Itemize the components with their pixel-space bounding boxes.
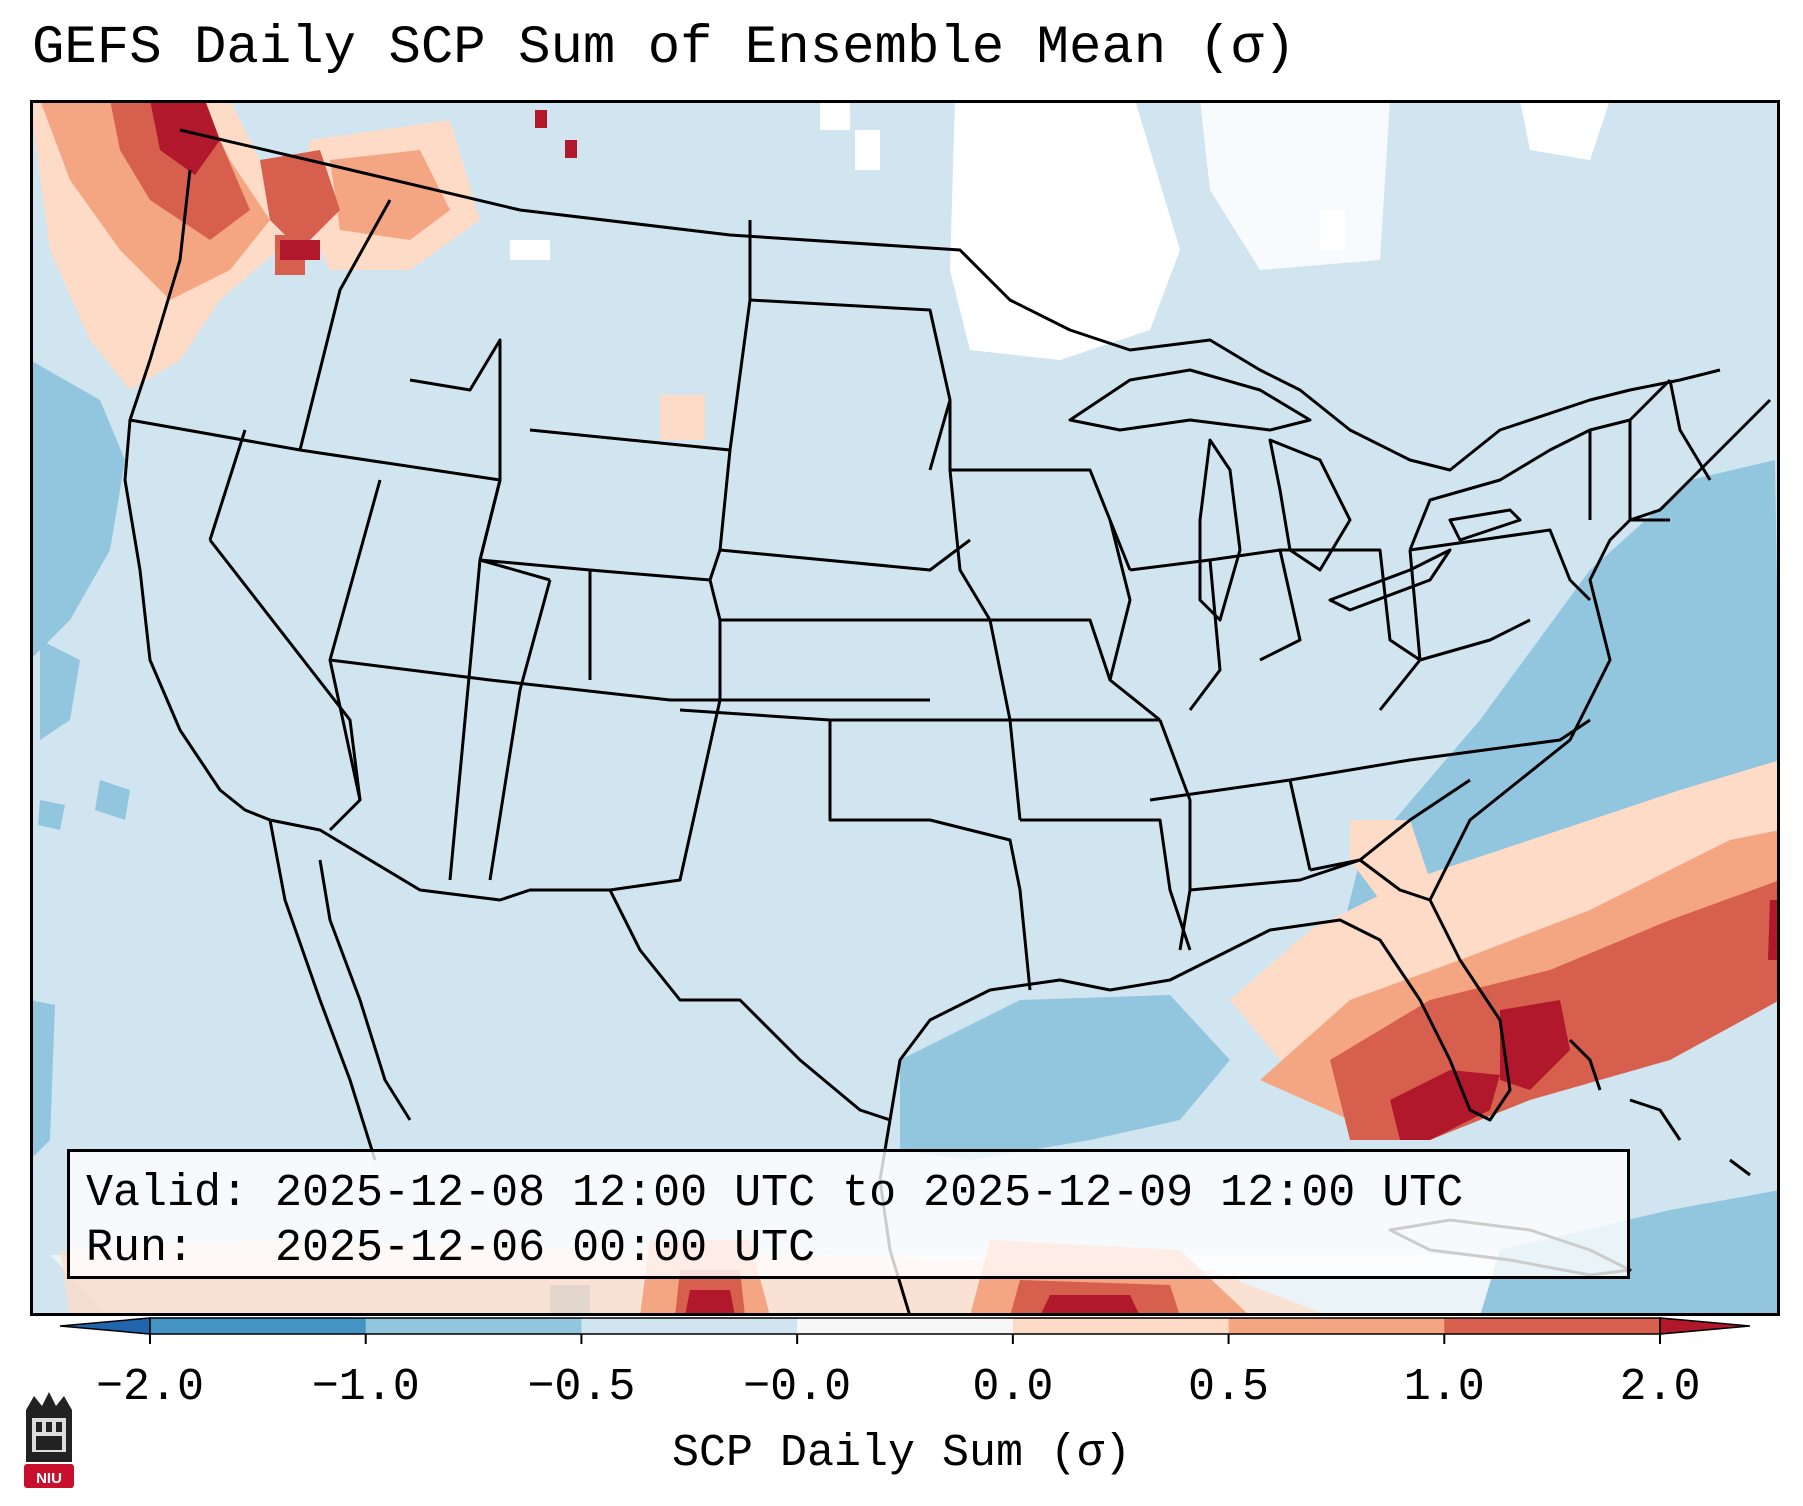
colorbar-bin <box>150 1318 367 1334</box>
lake-erie <box>1328 548 1452 612</box>
colorbar-bin <box>1012 1318 1230 1334</box>
colorbar-outline <box>149 1317 1661 1335</box>
colorbar-under-arrow <box>60 1317 151 1335</box>
run-time-text: Run: 2025-12-06 00:00 UTC <box>86 1223 816 1274</box>
colorbar-tick-label: 2.0 <box>1619 1362 1701 1413</box>
canada-border <box>179 128 1721 472</box>
valid-run-info-box: Valid: 2025-12-08 12:00 UTC to 2025-12-0… <box>67 1149 1630 1279</box>
lake-huron <box>1268 438 1352 572</box>
field-positive-max <box>150 100 1780 1316</box>
bahamas-3 <box>1729 1158 1751 1177</box>
lake-michigan <box>1198 438 1242 622</box>
valid-time-text: Valid: 2025-12-08 12:00 UTC to 2025-12-0… <box>86 1168 1464 1219</box>
colorbar-bin <box>1444 1318 1661 1334</box>
niu-logo-icon: NIU <box>24 1392 74 1488</box>
colorbar-bins <box>150 1318 1661 1334</box>
colorbar-tick-label: −0.5 <box>527 1362 636 1413</box>
colorbar-label: SCP Daily Sum (σ) <box>671 1428 1132 1479</box>
colorbar-bin <box>1228 1318 1445 1334</box>
colorbar <box>60 1317 1750 1344</box>
colorbar-tick-label: 0.5 <box>1188 1362 1270 1413</box>
lake-ontario <box>1448 508 1522 542</box>
colorbar-tick-label: 1.0 <box>1403 1362 1485 1413</box>
colorbar-over-arrow <box>1659 1317 1750 1335</box>
map-title: GEFS Daily SCP Sum of Ensemble Mean (σ) <box>32 18 1296 79</box>
field-negative <box>30 360 1780 1316</box>
west-coast <box>123 169 271 822</box>
gulf-coast <box>888 398 1772 1122</box>
colorbar-tick-label: −1.0 <box>311 1362 420 1413</box>
colorbar-tick-marks <box>149 1334 1661 1344</box>
colorbar-bin <box>365 1318 582 1334</box>
colorbar-tick-label: −2.0 <box>95 1362 205 1413</box>
colorbar-bin <box>581 1318 798 1334</box>
lake-superior <box>1068 368 1312 432</box>
svg-text:NIU: NIU <box>36 1470 62 1487</box>
mexico-pacific-coast <box>268 819 377 1161</box>
colorbar-tick-label: 0.0 <box>972 1362 1054 1413</box>
mexico-border <box>269 818 891 1122</box>
bahamas-1 <box>1568 1038 1602 1091</box>
bahamas-2 <box>1629 1098 1682 1141</box>
map-frame <box>30 100 1780 1316</box>
baja <box>318 859 412 1121</box>
colorbar-tick-label: −0.0 <box>743 1362 852 1413</box>
map-panel[interactable] <box>30 100 1780 1316</box>
scp-map[interactable] <box>30 100 1780 1316</box>
colorbar-bin <box>797 1318 1014 1334</box>
political-borders <box>123 128 1772 1316</box>
